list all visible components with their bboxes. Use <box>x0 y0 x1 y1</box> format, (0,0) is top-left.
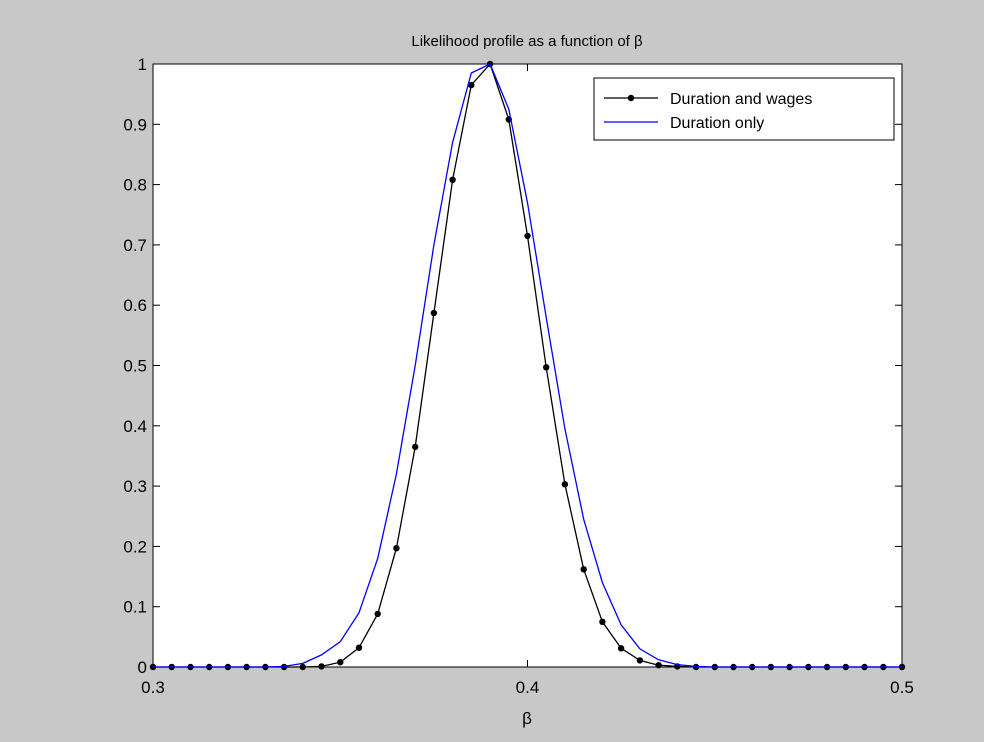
series-0-point-14 <box>412 443 419 451</box>
series-0-point-24 <box>599 618 606 625</box>
y-tick-label-1: 0.1 <box>123 598 147 617</box>
series-lines <box>149 60 906 671</box>
series-0-point-9 <box>318 663 325 670</box>
y-tick-label-6: 0.6 <box>123 296 147 315</box>
x-tick-label-0: 0.3 <box>141 678 165 697</box>
series-0-point-8 <box>299 663 306 671</box>
legend-label-0: Duration and wages <box>670 91 812 108</box>
y-tick-label-5: 0.5 <box>123 357 147 376</box>
series-0-point-17 <box>468 81 475 89</box>
series-0-point-16 <box>449 176 456 183</box>
legend-box <box>593 77 895 141</box>
x-tick-label-1: 0.4 <box>516 678 540 697</box>
legend-label-1: Duration only <box>670 115 764 132</box>
series-0-point-23 <box>580 566 587 573</box>
y-tick-label-0: 0 <box>138 658 147 677</box>
axis-ticks: 0.3 0.4 0.5 0 0.1 0.2 0.3 0.4 0.5 0.6 0.7 0.8 0.9 1 <box>123 55 913 697</box>
y-tick-label-2: 0.2 <box>123 537 147 556</box>
series-0-point-13 <box>393 545 400 552</box>
series-0-point-27 <box>655 662 662 669</box>
series-0-point-20 <box>524 232 531 240</box>
plot-area <box>152 63 903 668</box>
legend-marker-0 <box>627 94 635 102</box>
series-0-point-26 <box>636 657 644 664</box>
series-0-point-15 <box>430 309 438 317</box>
y-tick-label-3: 0.3 <box>123 477 147 496</box>
series-line-1 <box>153 63 902 668</box>
series-0-point-10 <box>337 659 344 666</box>
chart-title: Likelihood profile as a function of β <box>411 33 643 50</box>
x-axis-label: β <box>522 709 532 728</box>
series-0-point-25 <box>617 645 625 652</box>
series-0-point-12 <box>374 610 381 618</box>
y-tick-label-9: 0.9 <box>123 115 147 134</box>
x-tick-label-2: 0.5 <box>890 678 914 697</box>
series-0-point-11 <box>355 644 363 651</box>
legend-entries: Duration and wages Duration only <box>604 91 812 132</box>
y-tick-label-4: 0.4 <box>123 417 147 436</box>
series-0-point-21 <box>543 364 550 371</box>
y-tick-label-10: 1 <box>138 55 147 74</box>
legend: Duration and wages Duration only <box>593 77 895 141</box>
y-tick-label-8: 0.8 <box>123 176 147 195</box>
y-tick-label-7: 0.7 <box>123 236 147 255</box>
series-0-point-22 <box>561 481 569 488</box>
